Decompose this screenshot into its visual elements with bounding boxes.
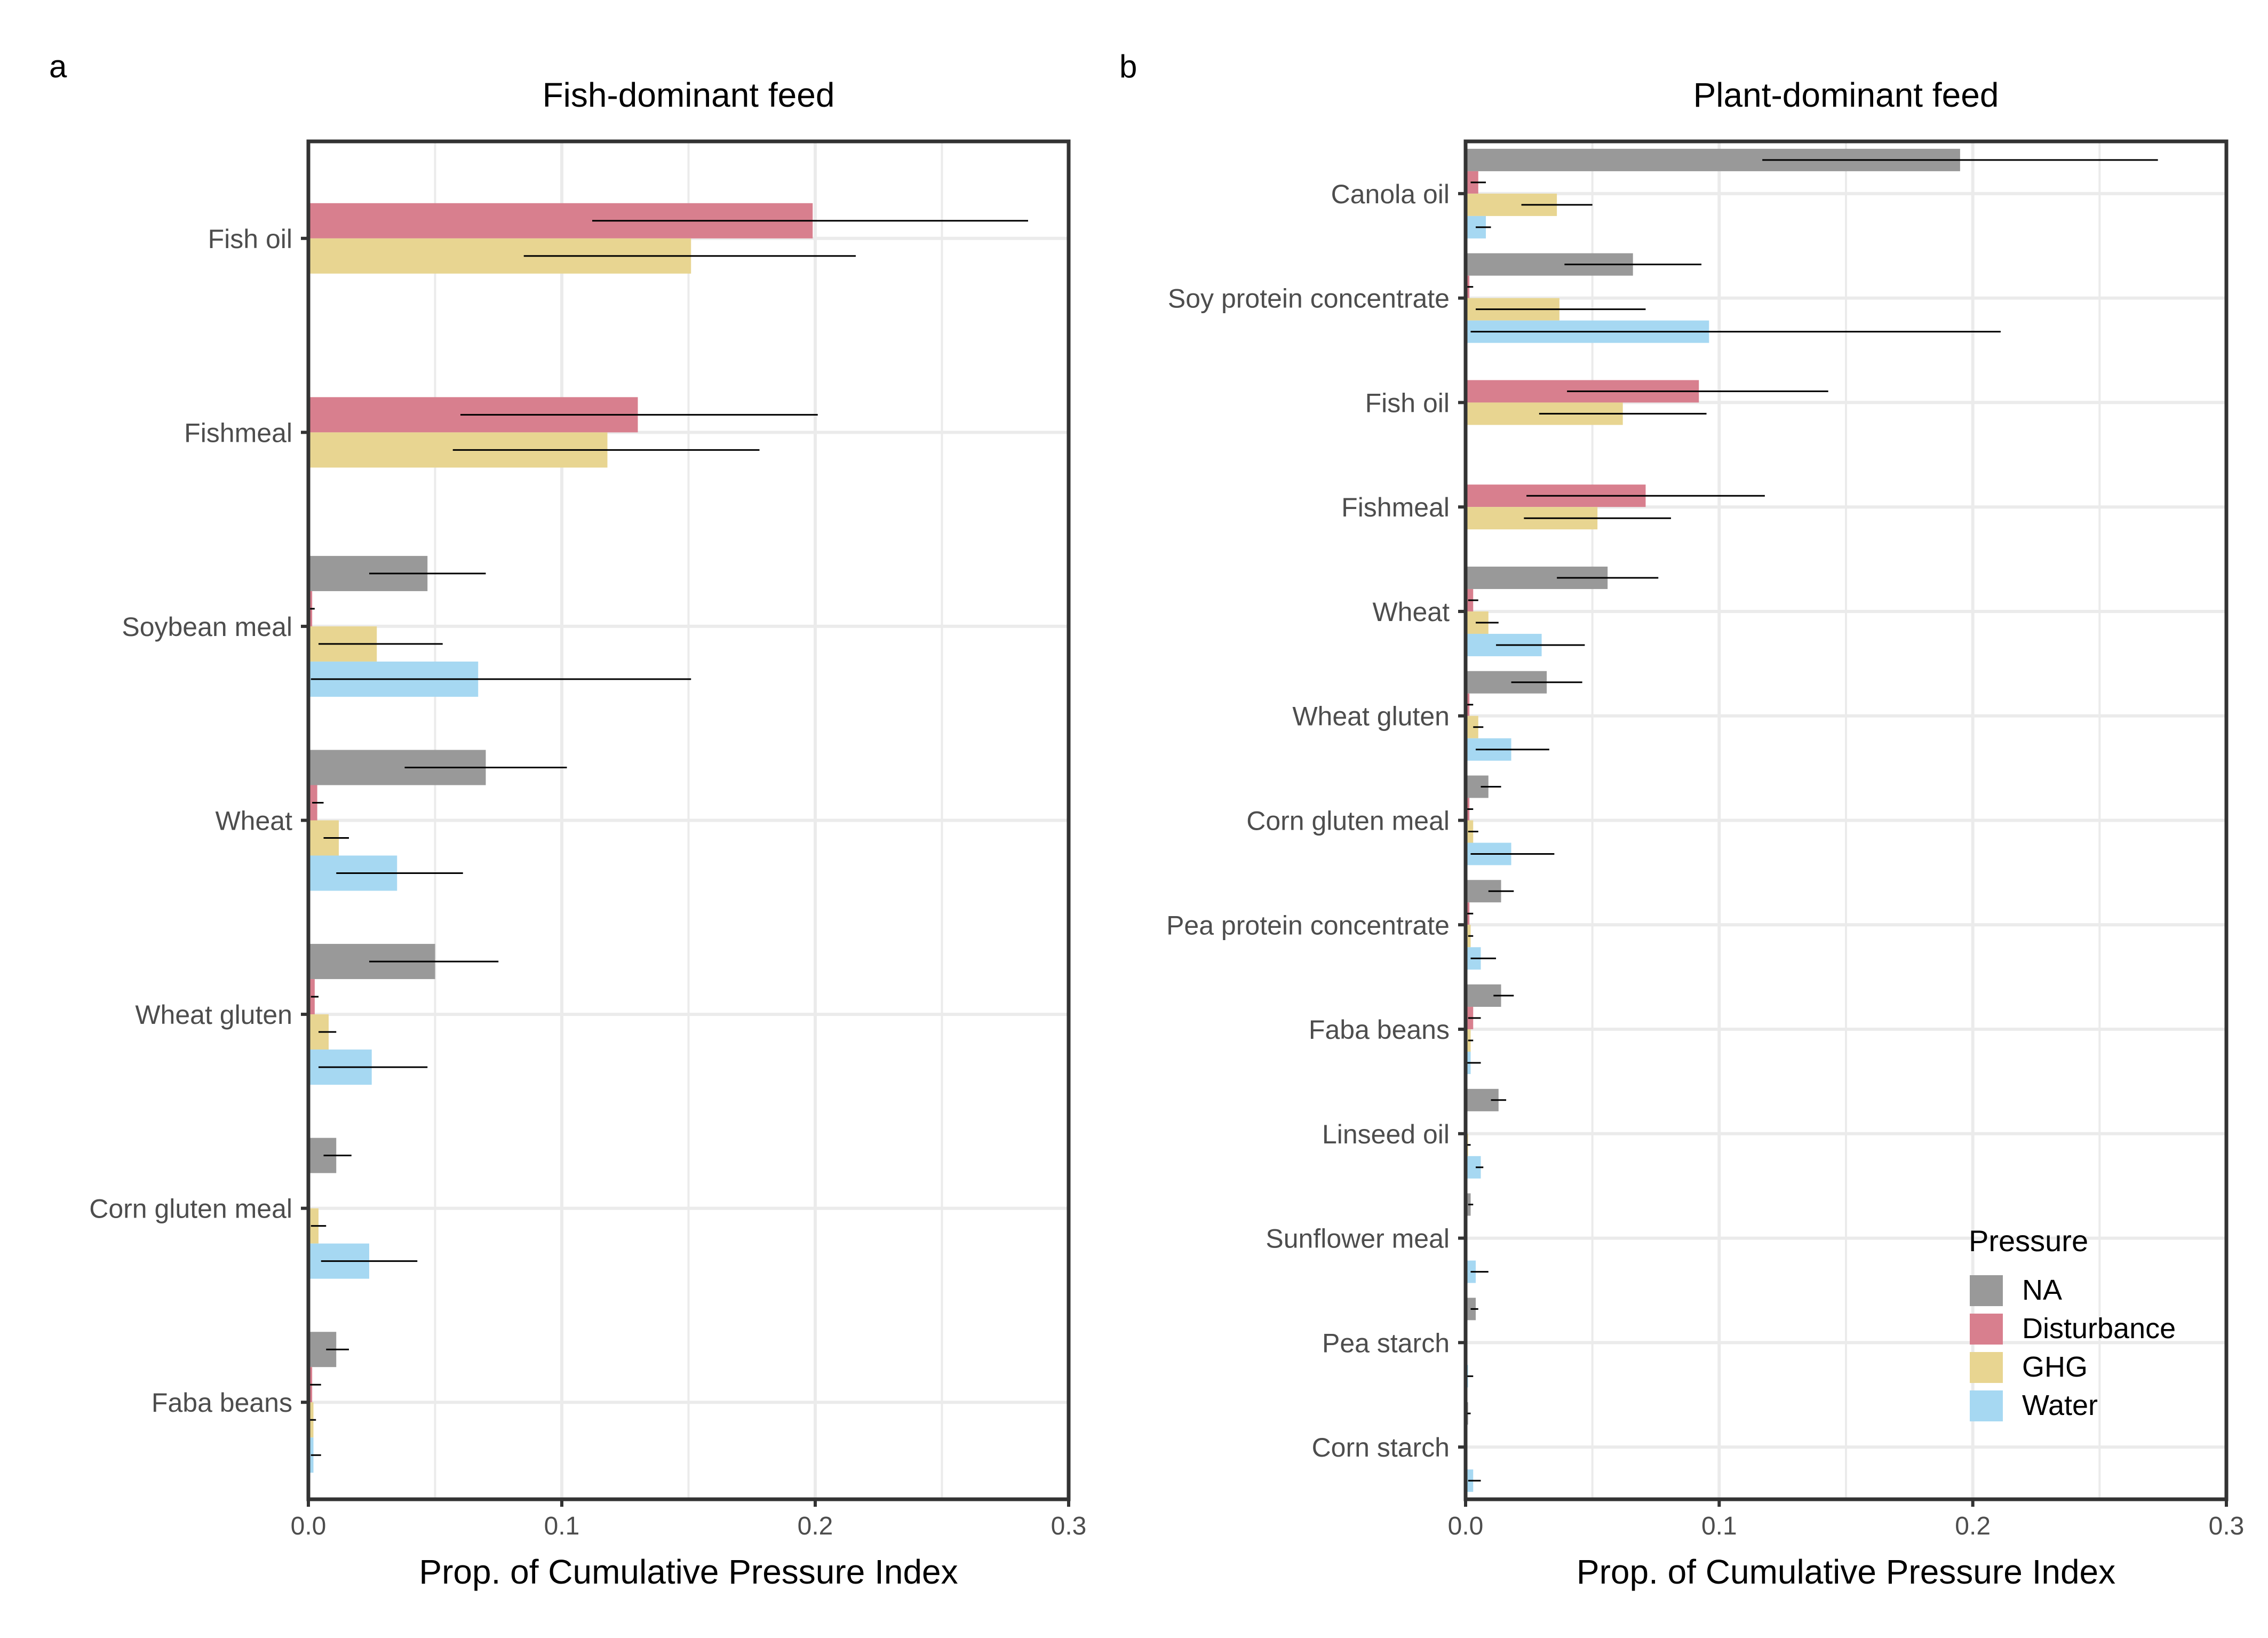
x-tick-label-a-0-3: 0.3 <box>1051 1512 1087 1540</box>
panel-b-title: Plant-dominant feed <box>1693 76 1999 114</box>
x-tick-label-b-0-0: 0.0 <box>1448 1512 1484 1540</box>
y-tick-label-b-sunflower-meal: Sunflower meal <box>1266 1224 1450 1254</box>
legend-title: Pressure <box>1969 1224 2088 1258</box>
x-tick-label-a-0-0: 0.0 <box>291 1512 327 1540</box>
panel-a-letter: a <box>49 49 67 84</box>
y-tick-label-a-faba-beans: Faba beans <box>152 1388 292 1418</box>
panel-b-letter: b <box>1119 49 1137 84</box>
legend: Pressure NA Disturbance GHG Water <box>1969 1224 2176 1421</box>
legend-swatch-ghg <box>1970 1352 2003 1383</box>
y-tick-label-b-corn-gluten-meal: Corn gluten meal <box>1246 806 1450 836</box>
legend-label-na: NA <box>2022 1274 2062 1306</box>
x-tick-label-a-0-2: 0.2 <box>798 1512 833 1540</box>
y-tick-label-b-wheat-gluten: Wheat gluten <box>1292 702 1450 731</box>
y-tick-label-a-fish-oil: Fish oil <box>208 224 292 254</box>
y-tick-label-b-soy-protein-concentrate: Soy protein concentrate <box>1168 284 1450 314</box>
y-tick-label-b-pea-protein-concentrate: Pea protein concentrate <box>1166 910 1450 940</box>
legend-label-ghg: GHG <box>2022 1351 2088 1383</box>
legend-swatch-na <box>1970 1275 2003 1306</box>
y-tick-label-b-wheat: Wheat <box>1372 597 1450 627</box>
y-tick-label-b-fishmeal: Fishmeal <box>1341 492 1450 522</box>
panel-b-x-axis-label: Prop. of Cumulative Pressure Index <box>1577 1553 2115 1591</box>
y-tick-label-b-corn-starch: Corn starch <box>1312 1433 1450 1462</box>
bar-b-wheat-gluten-ghg <box>1466 715 1478 738</box>
panel-a-x-axis-label: Prop. of Cumulative Pressure Index <box>419 1553 958 1591</box>
y-tick-label-b-faba-beans: Faba beans <box>1309 1015 1450 1045</box>
x-tick-label-b-0-1: 0.1 <box>1701 1512 1737 1540</box>
y-tick-label-a-wheat: Wheat <box>215 806 292 836</box>
y-tick-label-b-fish-oil: Fish oil <box>1365 388 1450 418</box>
legend-label-disturbance: Disturbance <box>2022 1313 2176 1345</box>
legend-label-water: Water <box>2022 1389 2098 1421</box>
panel-a-chart: Fish oil Fishmeal Soybean meal Wheat Wheat g… <box>89 76 1086 1591</box>
y-tick-label-b-linseed-oil: Linseed oil <box>1322 1119 1450 1149</box>
panel-a-title: Fish-dominant feed <box>543 76 835 114</box>
x-tick-label-b-0-3: 0.3 <box>2209 1512 2245 1540</box>
y-tick-label-a-wheat-gluten: Wheat gluten <box>135 1000 292 1030</box>
panel-b-chart: Canola oil Soy protein concentrate Fish oi… <box>1166 76 2244 1591</box>
x-tick-label-b-0-2: 0.2 <box>1955 1512 1991 1540</box>
x-tick-label-a-0-1: 0.1 <box>544 1512 580 1540</box>
y-tick-label-a-soybean-meal: Soybean meal <box>122 612 292 642</box>
y-tick-label-b-pea-starch: Pea starch <box>1322 1328 1450 1358</box>
legend-swatch-water <box>1970 1390 2003 1421</box>
y-tick-label-a-fishmeal: Fishmeal <box>184 418 292 448</box>
y-tick-label-a-corn-gluten-meal: Corn gluten meal <box>89 1194 292 1224</box>
y-tick-label-b-canola-oil: Canola oil <box>1331 179 1450 209</box>
legend-swatch-disturbance <box>1970 1314 2003 1345</box>
